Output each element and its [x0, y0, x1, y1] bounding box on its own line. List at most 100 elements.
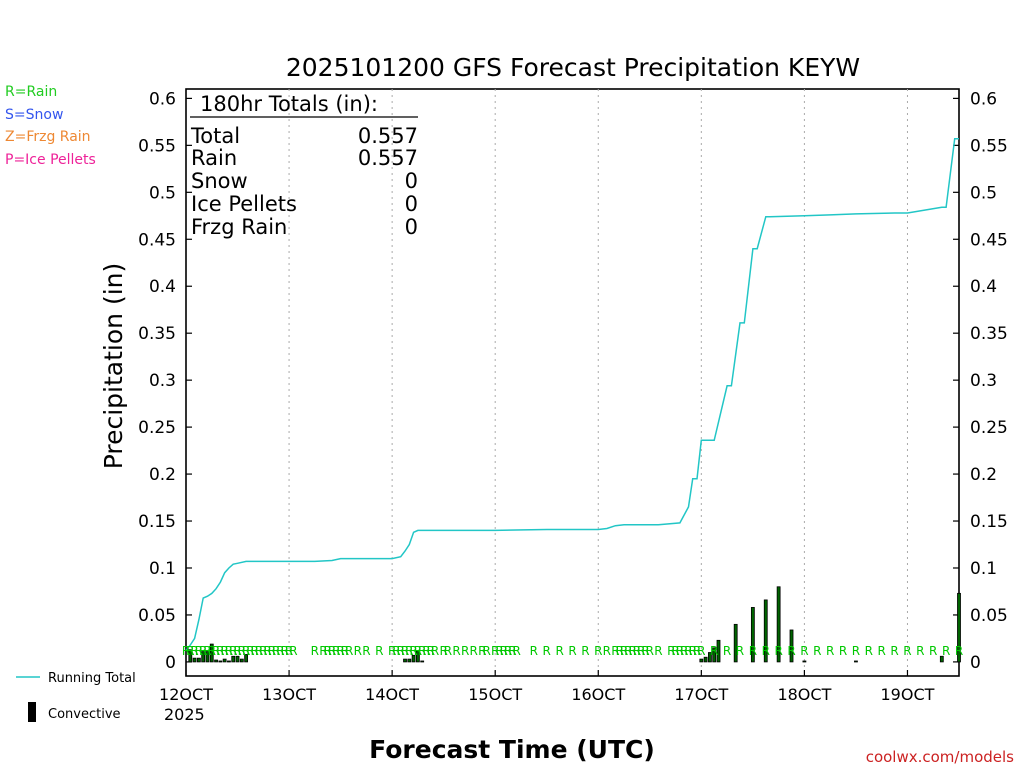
rain-marker: R	[633, 644, 641, 658]
rain-marker: R	[375, 644, 383, 658]
rain-marker: R	[671, 644, 679, 658]
rain-marker: R	[611, 644, 619, 658]
rain-marker: R	[929, 644, 937, 658]
convective-bar	[750, 607, 755, 663]
rain-marker: R	[624, 644, 632, 658]
rain-marker: R	[289, 644, 297, 658]
y-tick-label-right: 0.3	[970, 371, 997, 391]
y-tick-label-right: 0.55	[970, 136, 1008, 156]
rain-marker: R	[470, 644, 478, 658]
rain-marker: R	[324, 644, 332, 658]
y-axis: 0 00.05 0.050.1 0.10.15 0.150.2 0.20.25 0.250.…	[138, 89, 1008, 673]
rain-marker: R	[285, 644, 293, 658]
type-legend: R=Rain S=Snow Z=Frzg Rain P=Ice Pellets	[5, 84, 96, 168]
rain-marker: R	[332, 644, 340, 658]
rain-marker: R	[749, 644, 757, 658]
rain-marker: R	[225, 644, 233, 658]
rain-marker: R	[268, 644, 276, 658]
rain-marker: R	[680, 644, 688, 658]
x-tick-label: 16OCT	[571, 685, 625, 704]
x-tick-label: 19OCT	[881, 685, 935, 704]
convective-bar	[776, 586, 781, 663]
convective-bar	[244, 653, 249, 663]
credit-text: coolwx.com/models	[866, 748, 1014, 766]
legend-bar-swatch	[28, 702, 36, 722]
rain-marker: R	[341, 644, 349, 658]
x-axis-label: Forecast Time (UTC)	[369, 735, 655, 764]
plot-frame	[185, 88, 960, 677]
rain-marker: R	[878, 644, 886, 658]
x-axis: 12OCT 13OCT 14OCT 15OCT 16OCT 17OCT 18OCT 19OCT	[159, 670, 935, 704]
rain-marker: R	[654, 644, 662, 658]
totals-value-snow: 0	[405, 169, 418, 193]
rain-marker: R	[555, 644, 563, 658]
rain-marker: R	[345, 644, 353, 658]
rain-marker: R	[246, 644, 254, 658]
y-tick-label: 0.35	[138, 324, 176, 344]
y-tick-label-right: 0.45	[970, 230, 1008, 250]
rain-marker: R	[676, 644, 684, 658]
rain-marker: R	[439, 644, 447, 658]
x-grid	[288, 89, 908, 676]
rain-marker: R	[255, 644, 263, 658]
year-label: 2025	[164, 705, 205, 724]
rain-marker: R	[628, 644, 636, 658]
totals-value-frzg-rain: 0	[405, 215, 418, 239]
rain-marker: R	[401, 644, 409, 658]
rain-marker: R	[508, 644, 516, 658]
convective-bar	[192, 657, 197, 663]
totals-heading: 180hr Totals (in):	[200, 92, 378, 116]
rain-marker: R	[452, 644, 460, 658]
convective-bar	[415, 650, 420, 663]
running-total-line	[185, 138, 959, 652]
rain-marker: R	[916, 644, 924, 658]
y-tick-label: 0.25	[138, 418, 176, 438]
rain-marker: R	[233, 644, 241, 658]
convective-bar	[789, 629, 794, 663]
rain-marker: R	[637, 644, 645, 658]
legend-convective: Convective	[48, 707, 121, 722]
convective-bar	[201, 651, 206, 663]
totals-label-frzg-rain: Frzg Rain	[191, 215, 287, 239]
rain-marker: R	[212, 644, 220, 658]
rain-marker: R	[813, 644, 821, 658]
y-tick-label-right: 0.6	[970, 89, 997, 109]
totals-value-total: 0.557	[358, 124, 418, 148]
rain-marker: R	[852, 644, 860, 658]
rain-marker: R	[276, 644, 284, 658]
rain-marker: R	[955, 644, 963, 658]
rain-marker: R	[203, 644, 211, 658]
rain-marker: R	[774, 644, 782, 658]
totals-label-rain: Rain	[191, 146, 237, 170]
rain-marker: R	[354, 644, 362, 658]
rain-marker: R	[620, 644, 628, 658]
rain-marker: R	[839, 644, 847, 658]
rain-marker: R	[646, 644, 654, 658]
rain-marker: R	[800, 644, 808, 658]
rain-marker: R	[392, 644, 400, 658]
x-tick-label: 13OCT	[262, 685, 316, 704]
convective-bar	[733, 623, 738, 663]
totals-label-total: Total	[190, 124, 240, 148]
y-tick-label-right: 0.05	[970, 606, 1008, 626]
rain-marker: R	[504, 644, 512, 658]
y-tick-label-right: 0.5	[970, 183, 997, 203]
rain-marker: R	[543, 644, 551, 658]
rain-marker: R	[362, 644, 370, 658]
convective-bar	[407, 658, 412, 663]
rain-marker: R	[693, 644, 701, 658]
rain-marker: R	[500, 644, 508, 658]
convective-bar	[763, 599, 768, 663]
rain-marker: R	[697, 644, 705, 658]
convective-bars	[188, 586, 961, 663]
rain-marker: R	[942, 644, 950, 658]
rain-marker: R	[190, 644, 198, 658]
y-tick-label: 0.15	[138, 512, 176, 532]
convective-bar	[939, 655, 944, 663]
rain-marker: R	[251, 644, 259, 658]
rain-marker: R	[890, 644, 898, 658]
rain-marker: R	[414, 644, 422, 658]
rain-marker: R	[186, 644, 194, 658]
rain-marker: R	[263, 644, 271, 658]
convective-bar	[712, 647, 717, 663]
